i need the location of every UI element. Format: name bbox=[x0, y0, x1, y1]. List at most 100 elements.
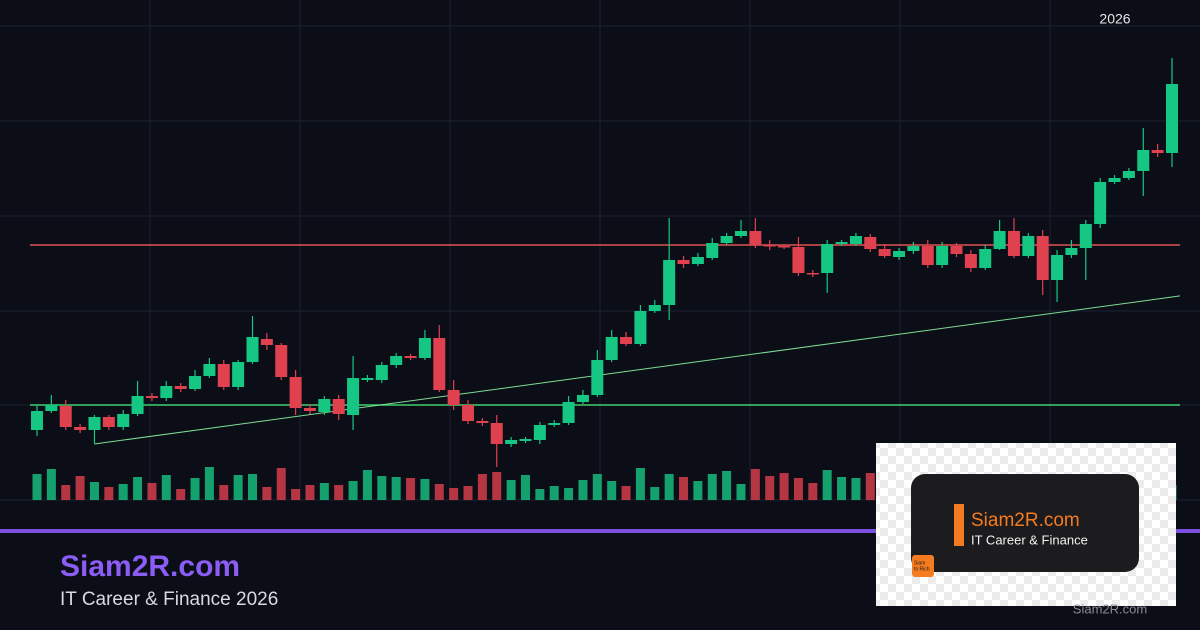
volume-bar bbox=[549, 486, 559, 500]
logo-card bbox=[911, 474, 1139, 572]
plot bbox=[30, 58, 1181, 500]
volume-bar bbox=[305, 485, 315, 500]
candle-body bbox=[720, 236, 733, 243]
candle-body bbox=[375, 365, 388, 380]
candle-body bbox=[275, 345, 288, 377]
volume-bar bbox=[46, 469, 56, 500]
candle-body bbox=[548, 423, 561, 425]
candle-body bbox=[246, 337, 259, 362]
candle-body bbox=[936, 246, 949, 265]
candle-body bbox=[318, 399, 331, 412]
candle-body bbox=[806, 273, 819, 275]
volume-bar bbox=[190, 478, 200, 500]
candle-body bbox=[404, 356, 417, 358]
candle-body bbox=[45, 405, 58, 411]
candle-body bbox=[993, 231, 1006, 249]
candle-body bbox=[921, 246, 934, 265]
volume-bar bbox=[535, 489, 545, 500]
candle-body bbox=[1036, 236, 1049, 280]
volume-bar bbox=[219, 485, 229, 500]
volume-bar bbox=[736, 484, 746, 500]
volume-bar bbox=[707, 474, 717, 500]
volume-bar bbox=[262, 487, 272, 500]
candle-body bbox=[59, 406, 72, 427]
volume-bar bbox=[578, 480, 588, 500]
volume-bar bbox=[406, 478, 416, 500]
candle-body bbox=[878, 249, 891, 256]
candle-body bbox=[849, 236, 862, 244]
volume-bar bbox=[161, 475, 171, 500]
candle-body bbox=[390, 356, 403, 365]
candle-body bbox=[835, 242, 848, 244]
candle-body bbox=[763, 245, 776, 247]
candle-body bbox=[505, 440, 518, 444]
logo-icon-text: Siam bbox=[914, 560, 925, 566]
volume-bar bbox=[492, 472, 502, 500]
volume-bar bbox=[348, 481, 358, 500]
candle-body bbox=[289, 377, 302, 408]
logo-icon-text: to Rich bbox=[914, 566, 930, 572]
candle-body bbox=[821, 244, 834, 273]
volume-bar bbox=[607, 481, 617, 500]
volume-bar bbox=[664, 474, 674, 500]
candle-body bbox=[663, 260, 676, 305]
volume-bar bbox=[233, 475, 243, 500]
candle-body bbox=[88, 417, 101, 430]
volume-bar bbox=[449, 488, 459, 500]
candle-body bbox=[792, 247, 805, 273]
volume-bar bbox=[808, 483, 818, 500]
candle-body bbox=[605, 337, 618, 360]
volume-bar bbox=[147, 483, 157, 500]
candle-body bbox=[893, 251, 906, 257]
volume-bar bbox=[779, 473, 789, 500]
candle-body bbox=[145, 396, 158, 398]
volume-bar bbox=[621, 486, 631, 500]
volume-bar bbox=[420, 479, 430, 500]
grid bbox=[0, 0, 1200, 501]
volume-bar bbox=[434, 484, 444, 500]
volume-bar bbox=[592, 474, 602, 500]
volume-bar bbox=[520, 475, 530, 500]
volume-bar bbox=[650, 487, 660, 500]
candle-body bbox=[591, 360, 604, 395]
candle-body bbox=[332, 399, 345, 414]
volume-bar bbox=[750, 469, 760, 500]
candle-body bbox=[418, 338, 431, 358]
volume-bar bbox=[693, 481, 703, 500]
volume-bar bbox=[89, 482, 99, 500]
candle-body bbox=[864, 237, 877, 249]
candle-body bbox=[1022, 236, 1035, 256]
candle-body bbox=[462, 405, 475, 421]
volume-bar bbox=[75, 476, 85, 500]
volume-bar bbox=[319, 483, 329, 500]
volume-bar bbox=[463, 486, 473, 500]
trend-line bbox=[94, 295, 1181, 445]
candle-body bbox=[907, 246, 920, 251]
candle-body bbox=[964, 254, 977, 268]
candle-body bbox=[361, 378, 374, 380]
candle-body bbox=[1122, 171, 1135, 178]
volume-bar bbox=[377, 476, 387, 500]
candle-body bbox=[749, 231, 762, 245]
volume-bar bbox=[176, 489, 186, 500]
divider bbox=[0, 529, 1200, 533]
candle-body bbox=[562, 402, 575, 423]
annotation: 2026 bbox=[1099, 11, 1130, 27]
candle-body bbox=[950, 246, 963, 254]
candle-body bbox=[102, 417, 115, 427]
volume-bar bbox=[679, 477, 689, 500]
volume-bar bbox=[851, 478, 861, 500]
candle-body bbox=[1051, 255, 1064, 280]
volume-bar bbox=[104, 487, 114, 500]
logo-name: Siam2R.com bbox=[971, 510, 1080, 531]
candle-body bbox=[734, 231, 747, 236]
candle-body bbox=[131, 396, 144, 414]
candle-body bbox=[1108, 178, 1121, 182]
brand-title: Siam2R.com bbox=[60, 550, 240, 583]
volume-bar bbox=[32, 474, 42, 500]
candle-body bbox=[648, 305, 661, 311]
volume-bar bbox=[635, 468, 645, 500]
candle-body bbox=[1065, 248, 1078, 255]
volume-bar bbox=[793, 478, 803, 500]
